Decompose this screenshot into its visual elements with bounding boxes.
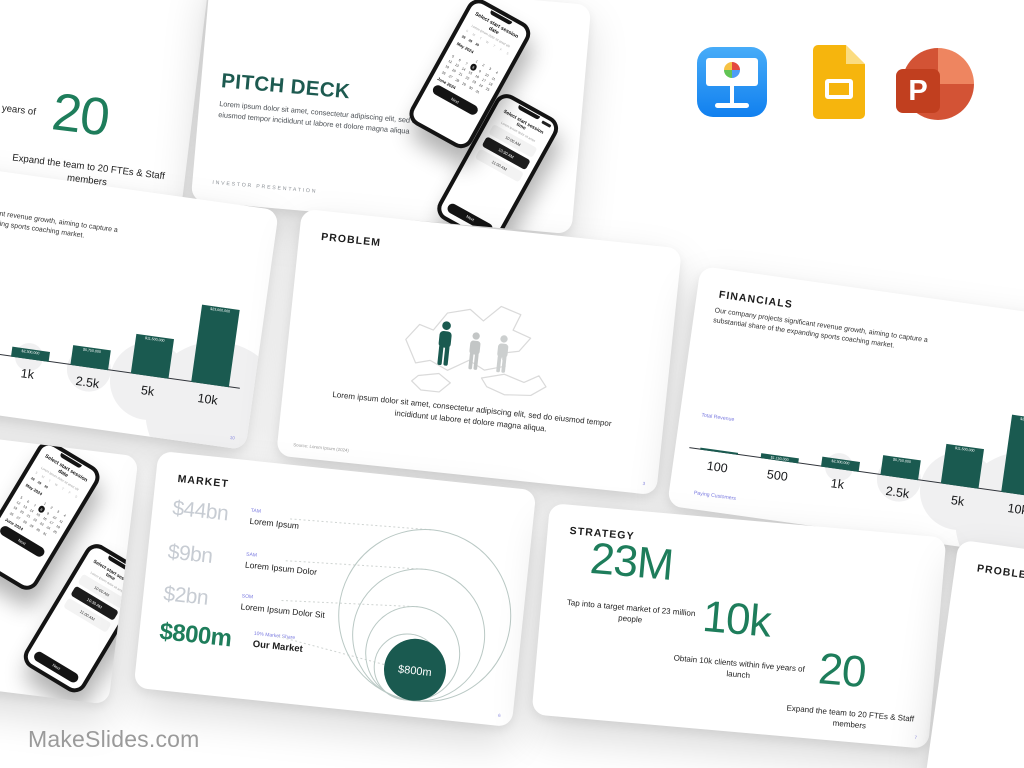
bar: $11,500,000 — [130, 333, 175, 379]
keynote-base — [715, 103, 749, 108]
map-outline-graphic — [405, 305, 547, 397]
status-bar-icon — [130, 571, 139, 579]
bar-category: 2.5k — [884, 483, 911, 502]
bar-category: 1k — [829, 476, 845, 492]
bar: $23,000,000 — [190, 304, 240, 388]
bar-category: 100 — [705, 458, 729, 476]
slide-intro-text: Our company projects significant revenue… — [0, 197, 119, 240]
bar: $1,150,000 — [760, 453, 799, 464]
slide-heading: PITCH DECK — [220, 69, 352, 104]
market-row-tam: $44bn TAM Lorem Ipsum — [171, 497, 300, 534]
slide-financials[interactable]: FINANCIALS Our company projects signific… — [667, 265, 1024, 561]
slide-problem[interactable]: PROBLEM Lorem ipsum dolor sit amet, cons… — [276, 208, 682, 496]
x-axis-label: Paying Customers — [693, 490, 737, 503]
page-number: 10 — [229, 434, 236, 441]
person-icon — [468, 332, 481, 370]
slide-heading: PROBLEM — [320, 230, 382, 250]
stat-caption: Expand the team to 20 FTEs & Staff membe… — [786, 703, 915, 731]
powerpoint-icon: P — [896, 48, 974, 120]
stat-number: 20 — [48, 82, 112, 148]
brand-wordmark[interactable]: MakeSlides.com — [28, 726, 200, 752]
connector-lines — [277, 518, 434, 666]
bar-category: 10k — [196, 391, 219, 408]
page-number: 6 — [497, 712, 501, 718]
revenue-bar-chart: Total Revenue Paying Customers 100 $1,15… — [0, 253, 279, 451]
powerpoint-letter: P — [896, 69, 940, 113]
bar-category: 2.5k — [74, 373, 101, 392]
person-icon — [437, 321, 452, 366]
slide-market[interactable]: MARKET $44bn TAM Lorem Ipsum $9bn SAM Lo… — [133, 450, 537, 728]
stat-number: 23M — [588, 533, 675, 590]
bar-category: 500 — [766, 467, 789, 484]
page-number: 3 — [642, 480, 646, 487]
our-market-bubble — [383, 638, 446, 701]
slide-body-text: Lorem ipsum dolor sit amet, consectetur … — [217, 99, 421, 136]
market-value: $800m — [158, 617, 233, 653]
stat-number: 20 — [816, 644, 868, 698]
stat-caption: Obtain 10k clients within five years of … — [673, 653, 806, 681]
slide-strategy[interactable]: STRATEGY 23M Tap into a target market of… — [531, 503, 947, 749]
bar: $11,500,000 — [940, 443, 985, 489]
keynote-pie-chart — [724, 62, 740, 78]
market-value: $2bn — [162, 582, 210, 610]
page-number: 7 — [914, 734, 918, 740]
bar-category: 5k — [950, 493, 966, 509]
stat-number: 10k — [700, 591, 773, 647]
google-slides-icon — [813, 45, 865, 119]
slide-heading: MARKET — [177, 472, 230, 491]
bubble-label: $800m — [397, 664, 432, 679]
bar: $5,750,000 — [70, 345, 112, 371]
stat-caption: Obtain 10k clients within five years of … — [0, 87, 37, 118]
bar — [700, 447, 739, 455]
bar-category: 5k — [140, 383, 156, 399]
bar: $2,300,000 — [10, 346, 50, 362]
bar: $2,300,000 — [820, 456, 860, 472]
google-slides-frame — [825, 79, 853, 99]
bar-category: 1k — [19, 366, 35, 382]
status-bar-icon — [541, 120, 552, 128]
bar: $5,750,000 — [880, 455, 922, 481]
slide-app-mockups-partial[interactable]: Select start session date Lorem ipsum do… — [0, 405, 139, 705]
bar: $23,000,000 — [1000, 414, 1024, 498]
stat-caption: Tap into a target market of 23 million p… — [566, 597, 696, 625]
strategy-layout: STRATEGY 23M Tap into a target market of… — [532, 503, 947, 749]
keynote-icon — [697, 47, 767, 117]
slide-pitch-deck-title[interactable]: PITCH DECK Lorem ipsum dolor sit amet, c… — [190, 0, 592, 235]
nested-market-circles: $800m — [338, 529, 512, 703]
slide-intro-text: Our company projects significant revenue… — [712, 307, 929, 350]
google-slides-fold — [846, 45, 865, 64]
revenue-bar-chart: Total Revenue Paying Customers 100 $1,15… — [686, 363, 1024, 561]
source-note: Source: Lorem Ipsum (2024) — [293, 442, 350, 453]
market-value: $9bn — [166, 540, 214, 568]
next-button: Next — [32, 649, 81, 685]
person-icon — [496, 335, 509, 373]
market-value: $44bn — [171, 496, 230, 526]
slide-heading: PROBLEM — [976, 562, 1024, 583]
slide-footer: INVESTOR PRESENTATION — [212, 179, 318, 195]
keynote-stand — [730, 86, 734, 103]
